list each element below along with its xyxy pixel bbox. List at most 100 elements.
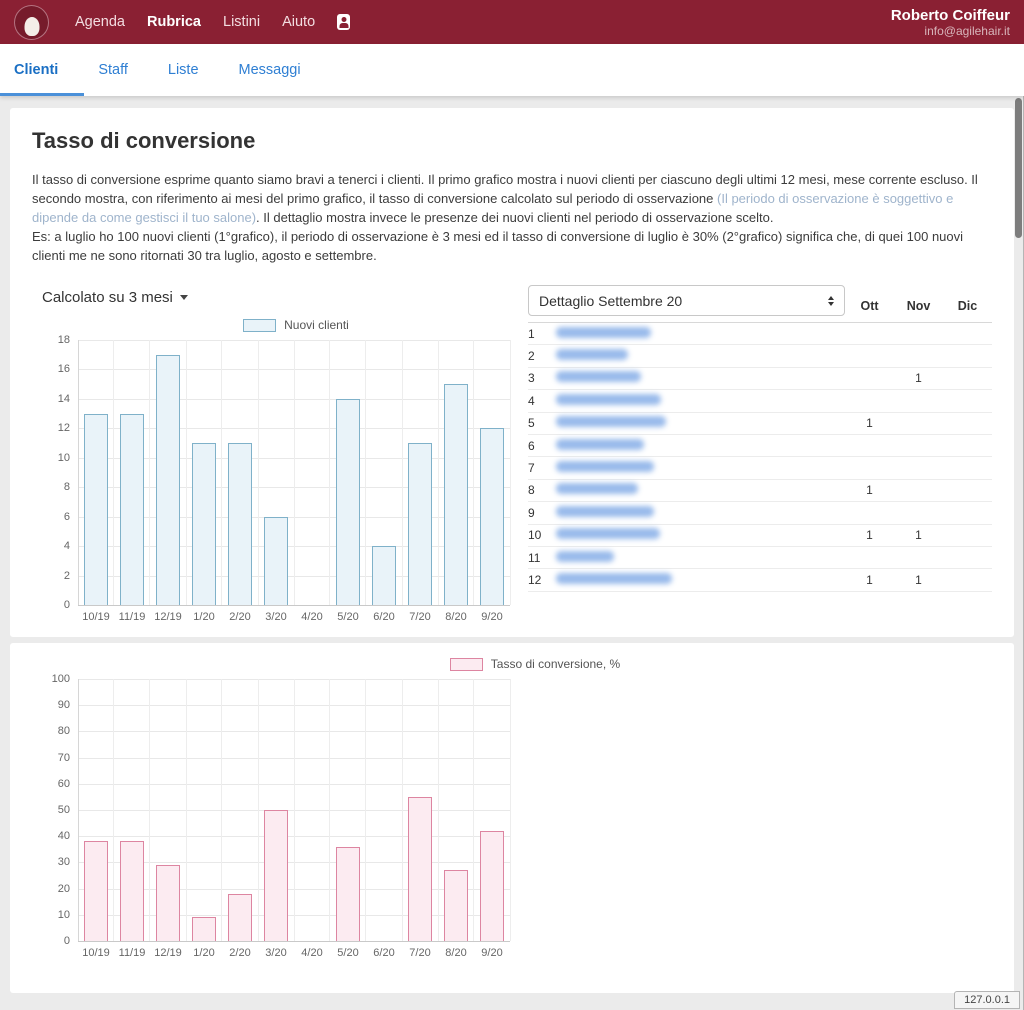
client-name-cell [556,571,845,589]
conversion-rate-panel: Tasso di conversione, % 0 10 20 30 40 50 60 70 80… [10,643,1014,993]
client-name-cell [556,459,845,477]
detail-col-dic: Dic [957,299,978,313]
bar-12-19 [156,865,180,941]
bar-10-19 [84,841,108,941]
chart-legend[interactable]: Nuovi clienti [78,318,514,332]
legend-swatch [449,657,483,671]
detail-col-ott: Ott [860,299,879,313]
client-name-link[interactable] [556,393,661,405]
row-number: 8 [528,483,535,498]
y-tick-label: 80 [57,725,70,738]
bar-2-20 [228,893,252,941]
y-tick-label: 6 [63,510,70,523]
client-name-link[interactable] [556,505,654,517]
top-nav: Agenda Rubrica Listini Aiuto [75,14,351,30]
intro-paragraph: Il tasso di conversione esprime quanto s… [32,170,992,265]
x-tick-label: 8/20 [445,611,467,623]
gridline [113,679,115,941]
y-tick-label: 4 [63,540,70,553]
y-tick-label: 10 [57,451,70,464]
nav-item-rubrica[interactable]: Rubrica [147,14,201,30]
y-tick-label: 2 [63,569,70,582]
bar-5-20 [336,398,360,605]
client-name-link[interactable] [556,416,666,428]
presence-count-nov: 1 [915,371,922,386]
legend-label: Tasso di conversione, % [490,657,621,671]
gridline [77,340,79,605]
client-name-cell [556,369,845,387]
tab-liste[interactable]: Liste [167,62,199,78]
nav-item-listini[interactable]: Listini [223,14,261,30]
presence-count-nov: 1 [915,572,922,587]
tab-messaggi[interactable]: Messaggi [238,62,301,78]
bar-12-19 [156,354,180,605]
x-tick-label: 11/19 [118,611,146,623]
client-name-link[interactable] [556,572,672,584]
nav-item-aiuto[interactable]: Aiuto [282,14,316,30]
gridline [329,340,331,605]
nav-item-agenda[interactable]: Agenda [75,14,125,30]
x-tick-label: 1/20 [193,947,215,959]
status-url: 127.0.0.1 [954,991,1020,1009]
client-name-link[interactable] [556,528,660,540]
x-tick-label: 5/20 [337,947,359,959]
client-name-cell [556,526,845,544]
bar-9-20 [480,830,504,941]
client-name-link[interactable] [556,461,654,473]
tab-staff[interactable]: Staff [98,62,128,78]
bar-3-20 [264,810,288,941]
y-tick-label: 10 [57,908,70,921]
gridline [257,340,259,605]
client-name-link[interactable] [556,550,614,562]
table-row: 7 [528,457,992,480]
bar-1-20 [192,917,216,941]
client-name-link[interactable] [556,326,651,338]
app-logo-icon[interactable] [14,4,49,40]
tab-clienti[interactable]: Clienti [0,44,85,96]
client-name-cell [556,392,845,410]
contact-card-icon[interactable] [337,14,351,30]
detail-month-select[interactable]: Dettaglio Settembre 20 [528,285,845,316]
client-name-link[interactable] [556,438,644,450]
detail-select-value: Dettaglio Settembre 20 [539,292,683,309]
client-name-link[interactable] [556,483,638,495]
gridline [365,679,367,941]
intro-text-1: Il tasso di conversione esprime quanto s… [32,172,978,206]
y-tick-label: 0 [63,935,70,947]
gridline [78,941,510,942]
chart-legend[interactable]: Tasso di conversione, % [78,657,992,671]
table-row: 12 1 1 [528,569,992,592]
gridline [293,340,295,605]
presence-count-ott: 1 [866,528,873,543]
y-tick-label: 30 [57,856,70,869]
gridline [437,679,439,941]
table-row: 4 [528,390,992,413]
y-tick-label: 20 [57,882,70,895]
y-tick-label: 12 [57,422,70,435]
y-tick-label: 16 [57,363,70,376]
row-number: 11 [528,550,541,565]
bar-3-20 [264,516,288,605]
x-tick-label: 5/20 [337,611,359,623]
row-number: 3 [528,371,535,386]
client-name-link[interactable] [556,349,628,361]
x-tick-label: 11/19 [118,947,146,959]
detail-table: 1 2 3 1 4 5 1 6 7 8 1 9 10 1 1 11 12 1 1 [528,323,992,592]
gridline [221,340,223,605]
gridline [437,340,439,605]
detail-col-nov: Nov [906,299,931,313]
main-content: Tasso di conversione Il tasso di convers… [0,96,1024,993]
y-tick-label: 50 [57,804,70,816]
page-title: Tasso di conversione [32,128,256,153]
client-name-cell [556,549,845,567]
vertical-scrollbar[interactable] [1015,98,1022,238]
y-tick-label: 60 [57,777,70,790]
client-name-link[interactable] [556,371,641,383]
x-tick-label: 10/19 [82,611,110,623]
account-menu[interactable]: Roberto Coiffeur info@agilehair.it [891,7,1010,38]
gridline [473,679,475,941]
period-selector-dropdown[interactable]: Calcolato su 3 mesi [42,289,188,306]
x-tick-label: 12/19 [154,611,182,623]
gridline [185,679,187,941]
